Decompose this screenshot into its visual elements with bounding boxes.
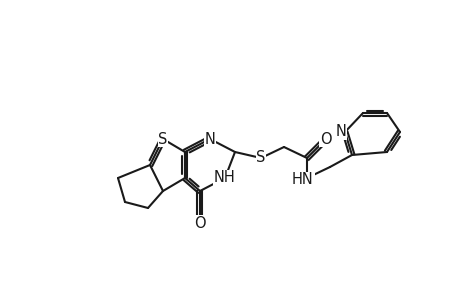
Text: HN: HN [291, 172, 313, 188]
Text: O: O [194, 215, 205, 230]
Text: N: N [335, 124, 346, 140]
Text: O: O [319, 131, 331, 146]
Text: S: S [158, 131, 168, 146]
Text: N: N [204, 131, 215, 146]
Text: NH: NH [213, 170, 235, 185]
Text: S: S [256, 151, 265, 166]
